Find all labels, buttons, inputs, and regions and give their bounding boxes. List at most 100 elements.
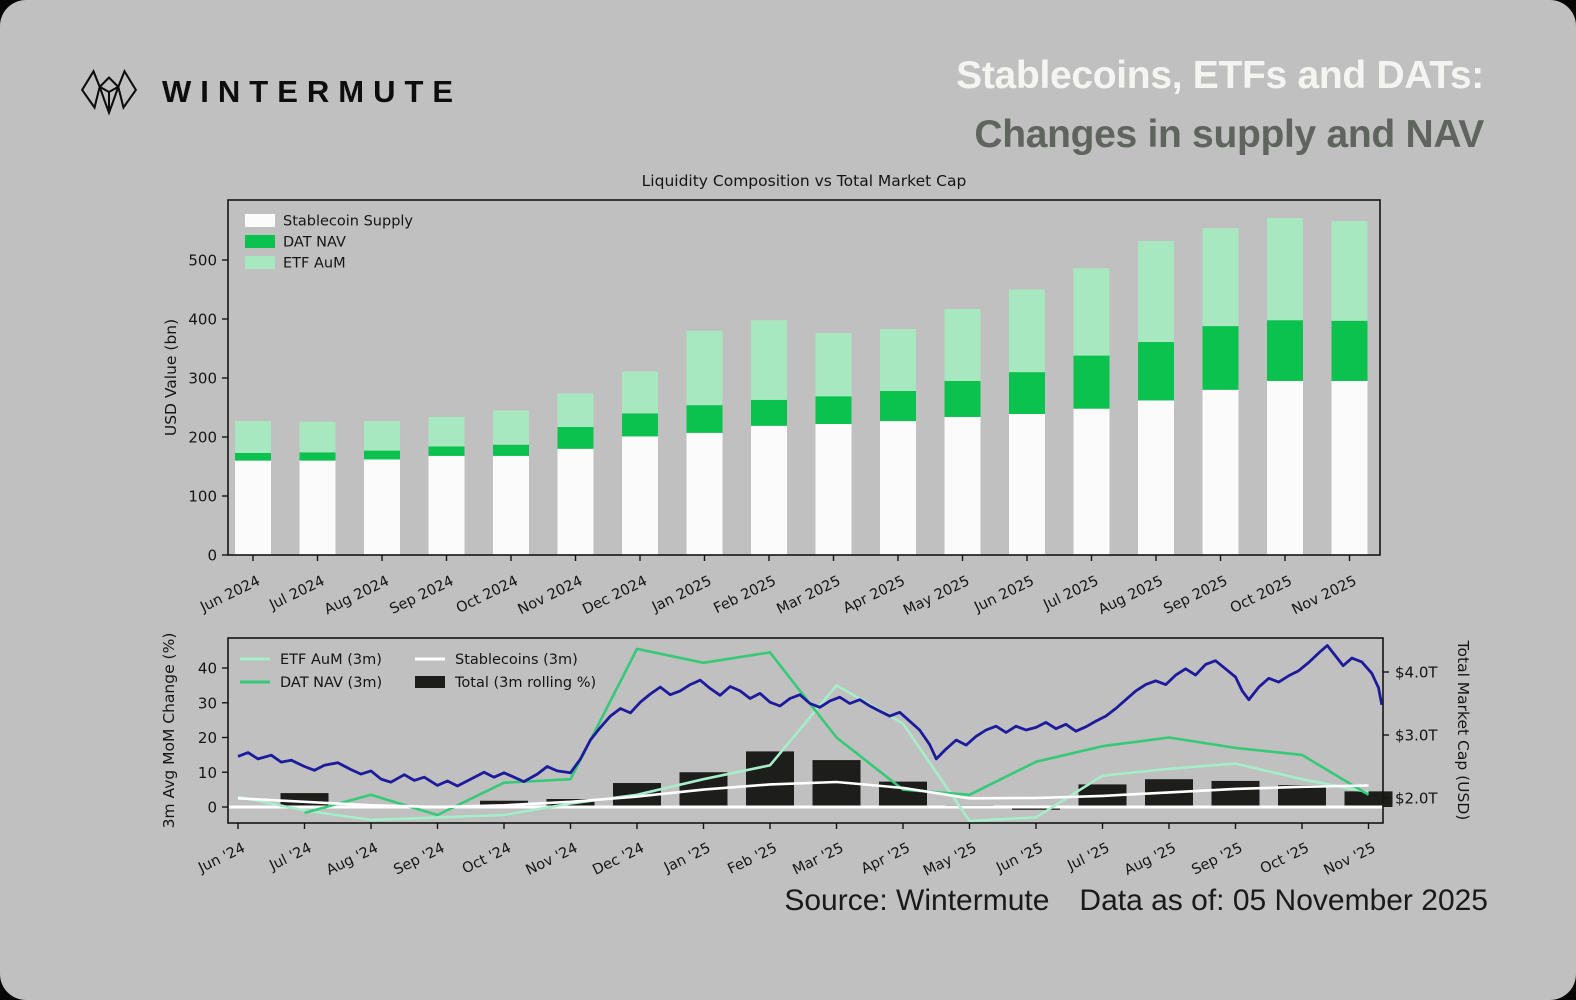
bar-segment xyxy=(686,432,723,555)
bar-segment xyxy=(815,396,852,425)
svg-text:40: 40 xyxy=(198,660,217,678)
plot-frame xyxy=(227,637,1384,824)
bar-segment xyxy=(815,424,852,555)
brand-name: WINTERMUTE xyxy=(162,74,463,109)
svg-text:May '25: May '25 xyxy=(921,840,979,879)
svg-text:10: 10 xyxy=(198,764,217,782)
svg-text:Mar '25: Mar '25 xyxy=(790,840,846,878)
svg-text:Aug '24: Aug '24 xyxy=(324,840,381,879)
total-bar xyxy=(480,800,528,807)
bar-segment xyxy=(944,308,981,381)
svg-text:$4.0T: $4.0T xyxy=(1395,663,1438,681)
bar-segment xyxy=(364,459,400,555)
bar-segment xyxy=(1331,380,1368,555)
legend-swatch xyxy=(245,235,275,248)
svg-text:30: 30 xyxy=(198,694,217,712)
legend-patch-swatch xyxy=(415,676,445,688)
bar-segment xyxy=(299,452,336,461)
svg-text:$3.0T: $3.0T xyxy=(1395,726,1438,744)
series-line xyxy=(304,647,1370,817)
mom-change-market-cap-chart: 0 10 20 30 40 $2.0T $3.0T $4.0T Jun '24 Jul '24 Au… xyxy=(160,633,1472,880)
svg-text:Oct '25: Oct '25 xyxy=(1258,840,1312,877)
bar-segment xyxy=(493,455,529,555)
svg-text:3m Avg MoM Change (%): 3m Avg MoM Change (%) xyxy=(160,633,178,829)
stacked-bars xyxy=(235,218,1368,555)
bar-segment xyxy=(299,460,336,555)
svg-text:200: 200 xyxy=(188,429,217,447)
series-line xyxy=(237,780,1369,809)
legend-swatch xyxy=(245,214,275,227)
bar-segment xyxy=(1009,372,1045,414)
svg-text:ETF AuM: ETF AuM xyxy=(283,256,346,272)
bar-segment xyxy=(1267,218,1303,321)
bar-segment xyxy=(1202,389,1239,555)
svg-text:Oct '24: Oct '24 xyxy=(460,840,514,877)
wintermute-logo: WINTERMUTE xyxy=(78,64,462,120)
bar-segment xyxy=(622,436,658,555)
legend-swatch xyxy=(245,256,275,269)
bar-segment xyxy=(557,448,594,555)
series-line xyxy=(237,684,1369,823)
slide-title: Stablecoins, ETFs and DATs: Changes in s… xyxy=(956,46,1484,164)
svg-text:Nov '24: Nov '24 xyxy=(523,840,580,879)
svg-text:Total (3m rolling %): Total (3m rolling %) xyxy=(454,675,596,691)
svg-text:Jun '24: Jun '24 xyxy=(195,840,248,877)
bar-segment xyxy=(1267,320,1303,381)
svg-text:Dec '24: Dec '24 xyxy=(590,840,647,879)
bar-segment xyxy=(235,460,271,555)
bar-segment xyxy=(1073,408,1110,555)
svg-text:Total Market Cap (USD): Total Market Cap (USD) xyxy=(1454,640,1472,821)
bar-segment xyxy=(493,410,529,445)
bar-segment xyxy=(1202,326,1239,390)
bar-segment xyxy=(557,393,594,427)
svg-text:Aug '25: Aug '25 xyxy=(1122,840,1179,879)
total-bar xyxy=(746,751,794,807)
bar-segment xyxy=(1202,228,1239,327)
market-cap-line xyxy=(237,644,1384,788)
svg-text:Jul '25: Jul '25 xyxy=(1064,840,1112,874)
data-as-of-text: Data as of: 05 November 2025 xyxy=(1079,884,1488,917)
svg-text:0: 0 xyxy=(207,547,217,565)
bar-segment xyxy=(428,446,465,456)
slide-title-line1: Stablecoins, ETFs and DATs: xyxy=(956,54,1484,97)
bar-segment xyxy=(1138,342,1174,401)
svg-text:300: 300 xyxy=(188,370,217,388)
svg-text:DAT NAV: DAT NAV xyxy=(283,235,346,251)
svg-text:0: 0 xyxy=(207,799,217,817)
source-line: Source: Wintermute Data as of: 05 Novembe… xyxy=(0,884,1488,918)
svg-text:Jan '25: Jan '25 xyxy=(661,840,713,876)
bar-segment xyxy=(299,421,336,453)
bar-segment xyxy=(1009,413,1045,555)
bar-segment xyxy=(880,329,916,391)
svg-text:Stablecoins (3m): Stablecoins (3m) xyxy=(455,652,578,668)
bar-segment xyxy=(1138,241,1174,343)
slide-title-line2: Changes in supply and NAV xyxy=(974,113,1484,156)
svg-text:Feb '25: Feb '25 xyxy=(725,840,779,877)
bar-segment xyxy=(686,405,723,433)
bar-segment xyxy=(1009,289,1045,373)
bar-segment xyxy=(1331,221,1368,321)
svg-text:Sep '24: Sep '24 xyxy=(391,840,447,878)
bar-segment xyxy=(944,416,981,555)
bar-segment xyxy=(751,320,787,400)
total-bar xyxy=(1211,780,1260,807)
bar-segment xyxy=(1073,268,1110,356)
bar-segment xyxy=(880,421,916,555)
bar-segment xyxy=(751,425,787,555)
bar-segment xyxy=(1331,320,1368,381)
wintermute-logo-icon xyxy=(80,69,138,116)
bar-segment xyxy=(944,380,981,417)
bar-segment xyxy=(428,416,465,447)
bar-segment xyxy=(622,371,658,414)
svg-text:Sep '25: Sep '25 xyxy=(1189,840,1245,878)
svg-text:Jun '25: Jun '25 xyxy=(993,840,1046,877)
svg-text:Nov '25: Nov '25 xyxy=(1321,840,1378,879)
bar-segment xyxy=(493,444,529,456)
svg-text:500: 500 xyxy=(188,252,217,270)
svg-text:400: 400 xyxy=(188,311,217,329)
svg-text:Stablecoin Supply: Stablecoin Supply xyxy=(283,214,413,230)
svg-text:Liquidity Composition vs Total: Liquidity Composition vs Total Market Ca… xyxy=(642,172,967,190)
total-bar xyxy=(1344,791,1393,807)
